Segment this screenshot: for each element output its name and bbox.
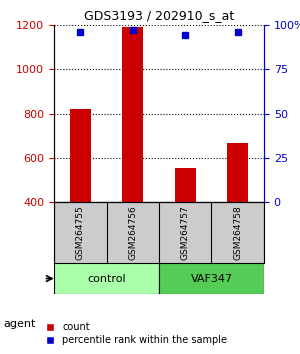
Text: control: control xyxy=(87,274,126,284)
Bar xyxy=(70,109,91,202)
Title: GDS3193 / 202910_s_at: GDS3193 / 202910_s_at xyxy=(84,9,234,22)
Bar xyxy=(175,168,196,202)
Text: GSM264757: GSM264757 xyxy=(181,205,190,260)
Text: GSM264755: GSM264755 xyxy=(76,205,85,260)
Text: agent: agent xyxy=(3,319,35,329)
Text: GSM264758: GSM264758 xyxy=(233,205,242,260)
Legend: count, percentile rank within the sample: count, percentile rank within the sample xyxy=(41,319,231,349)
FancyBboxPatch shape xyxy=(159,263,264,294)
Bar xyxy=(227,143,248,202)
Text: VAF347: VAF347 xyxy=(190,274,232,284)
FancyBboxPatch shape xyxy=(54,263,159,294)
Text: GSM264756: GSM264756 xyxy=(128,205,137,260)
Bar xyxy=(122,27,143,202)
